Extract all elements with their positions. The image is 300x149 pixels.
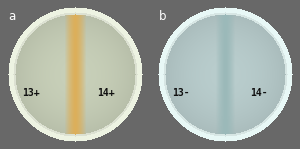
Text: a: a: [8, 10, 16, 24]
Text: 13+: 13+: [22, 87, 39, 97]
Text: 14+: 14+: [97, 87, 114, 97]
Text: 14-: 14-: [250, 87, 267, 97]
Text: 13-: 13-: [172, 87, 189, 97]
Text: b: b: [158, 10, 166, 24]
